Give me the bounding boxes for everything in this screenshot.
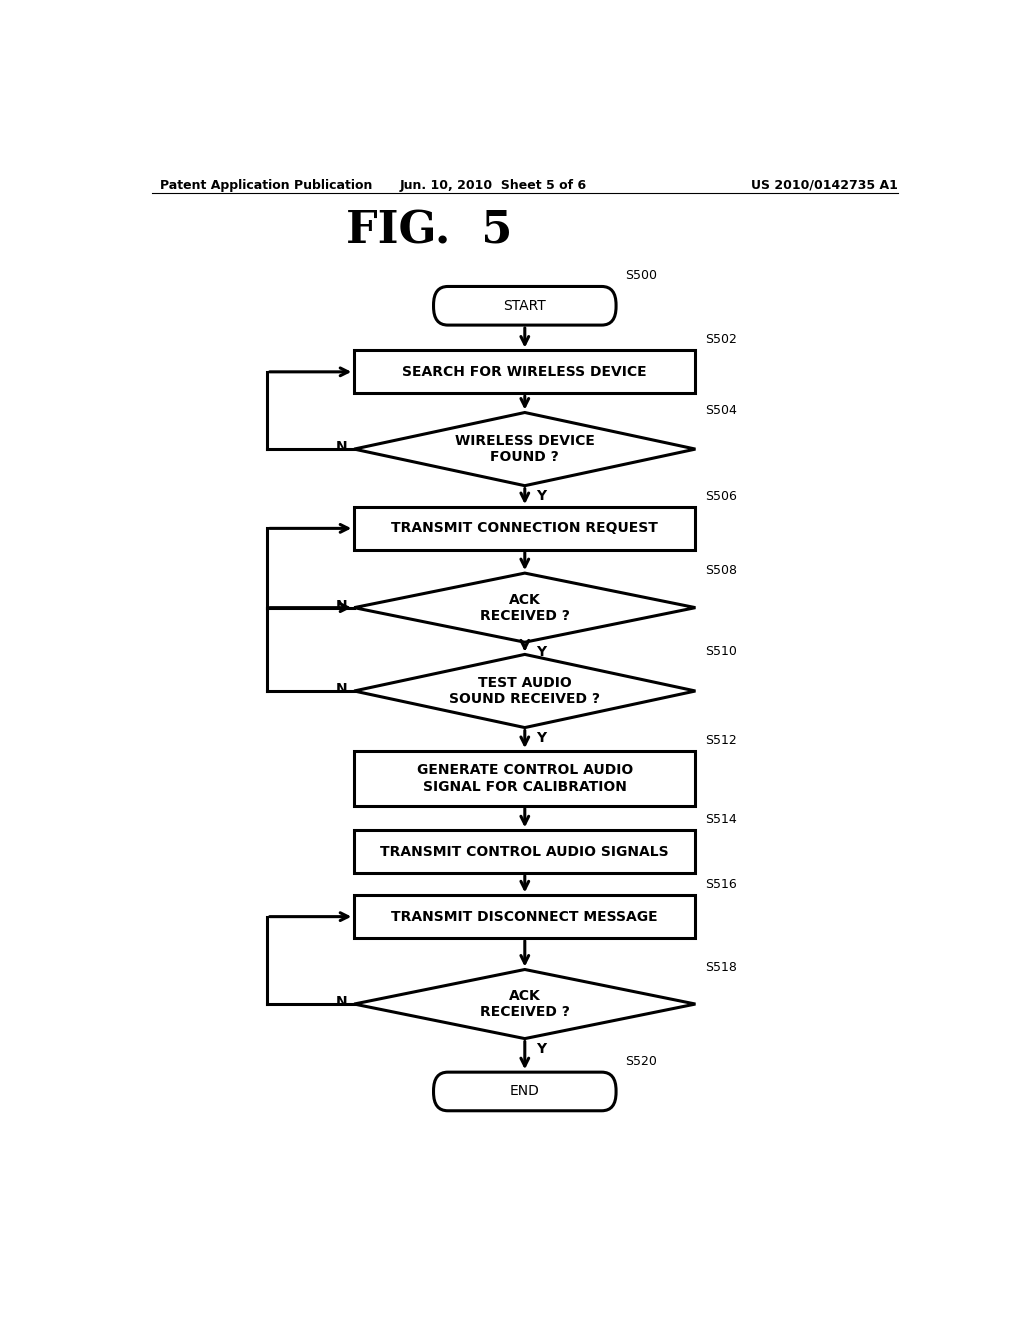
- Text: TEST AUDIO
SOUND RECEIVED ?: TEST AUDIO SOUND RECEIVED ?: [450, 676, 600, 706]
- Text: Y: Y: [536, 645, 546, 659]
- Text: FIG.  5: FIG. 5: [346, 210, 513, 252]
- Text: S512: S512: [705, 734, 736, 747]
- Text: Y: Y: [536, 731, 546, 744]
- Text: Y: Y: [536, 1041, 546, 1056]
- Text: S516: S516: [705, 878, 736, 891]
- Text: S502: S502: [705, 334, 737, 346]
- Text: N: N: [336, 995, 348, 1008]
- Text: END: END: [510, 1085, 540, 1098]
- Text: S506: S506: [705, 490, 737, 503]
- Text: S500: S500: [626, 269, 657, 282]
- Text: US 2010/0142735 A1: US 2010/0142735 A1: [751, 178, 898, 191]
- Polygon shape: [354, 573, 695, 643]
- Bar: [354, 751, 695, 805]
- Text: S504: S504: [705, 404, 737, 417]
- Text: TRANSMIT CONNECTION REQUEST: TRANSMIT CONNECTION REQUEST: [391, 521, 658, 536]
- Polygon shape: [354, 969, 695, 1039]
- Polygon shape: [354, 655, 695, 727]
- Text: S510: S510: [705, 645, 737, 659]
- Text: Jun. 10, 2010  Sheet 5 of 6: Jun. 10, 2010 Sheet 5 of 6: [399, 178, 587, 191]
- Text: S514: S514: [705, 813, 736, 826]
- Bar: [354, 507, 695, 549]
- Text: Patent Application Publication: Patent Application Publication: [160, 178, 372, 191]
- Text: S518: S518: [705, 961, 737, 974]
- FancyBboxPatch shape: [433, 286, 616, 325]
- Text: TRANSMIT DISCONNECT MESSAGE: TRANSMIT DISCONNECT MESSAGE: [391, 909, 658, 924]
- Text: GENERATE CONTROL AUDIO
SIGNAL FOR CALIBRATION: GENERATE CONTROL AUDIO SIGNAL FOR CALIBR…: [417, 763, 633, 793]
- Bar: [354, 895, 695, 939]
- Text: START: START: [504, 298, 546, 313]
- Bar: [354, 351, 695, 393]
- Text: N: N: [336, 598, 348, 612]
- Text: ACK
RECEIVED ?: ACK RECEIVED ?: [480, 593, 569, 623]
- Polygon shape: [354, 412, 695, 486]
- Text: SEARCH FOR WIRELESS DEVICE: SEARCH FOR WIRELESS DEVICE: [402, 364, 647, 379]
- Text: N: N: [336, 440, 348, 454]
- Text: TRANSMIT CONTROL AUDIO SIGNALS: TRANSMIT CONTROL AUDIO SIGNALS: [381, 845, 669, 858]
- Text: WIRELESS DEVICE
FOUND ?: WIRELESS DEVICE FOUND ?: [455, 434, 595, 465]
- Bar: [354, 830, 695, 873]
- Text: N: N: [336, 682, 348, 696]
- Text: ACK
RECEIVED ?: ACK RECEIVED ?: [480, 989, 569, 1019]
- Text: S508: S508: [705, 564, 737, 577]
- FancyBboxPatch shape: [433, 1072, 616, 1110]
- Text: S520: S520: [626, 1055, 657, 1068]
- Text: Y: Y: [536, 488, 546, 503]
